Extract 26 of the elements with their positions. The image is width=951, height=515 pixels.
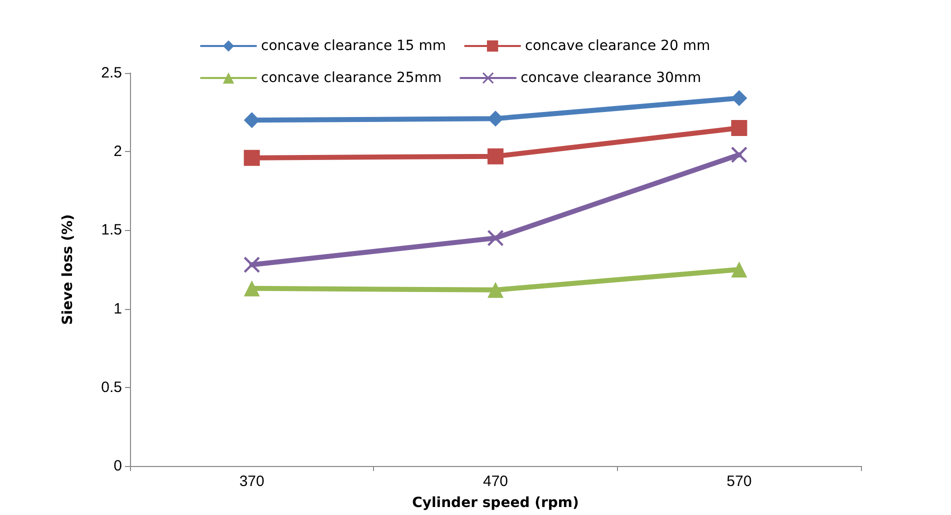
- point: [488, 148, 504, 164]
- y-tick-label: 0: [114, 458, 122, 474]
- point: [244, 150, 260, 166]
- point: [731, 90, 748, 106]
- y-axis-title: Sieve loss (%): [60, 214, 76, 325]
- legend-label: concave clearance 25mm: [261, 70, 442, 86]
- legend-label: concave clearance 15 mm: [261, 38, 446, 54]
- y-tick-label: 2: [114, 143, 122, 160]
- point: [731, 262, 748, 278]
- point: [488, 282, 504, 298]
- point: [244, 280, 260, 296]
- y-tick-label: 0.5: [101, 378, 122, 396]
- x-axis-title: Cylinder speed (rpm): [412, 495, 579, 511]
- legend-label: concave clearance 20 mm: [525, 38, 710, 54]
- x-tick-label: 470: [482, 473, 508, 490]
- y-tick-label: 1.5: [101, 222, 122, 239]
- point: [488, 230, 504, 246]
- y-tick-label: 1: [114, 300, 122, 318]
- x-tick-label: 570: [726, 473, 752, 490]
- point: [731, 146, 748, 163]
- legend-label: concave clearance 30mm: [520, 70, 702, 86]
- point: [488, 110, 504, 127]
- x-tick-label: 370: [239, 473, 264, 490]
- y-tick-label: 2.5: [101, 64, 122, 82]
- point: [731, 120, 748, 136]
- point: [244, 256, 260, 273]
